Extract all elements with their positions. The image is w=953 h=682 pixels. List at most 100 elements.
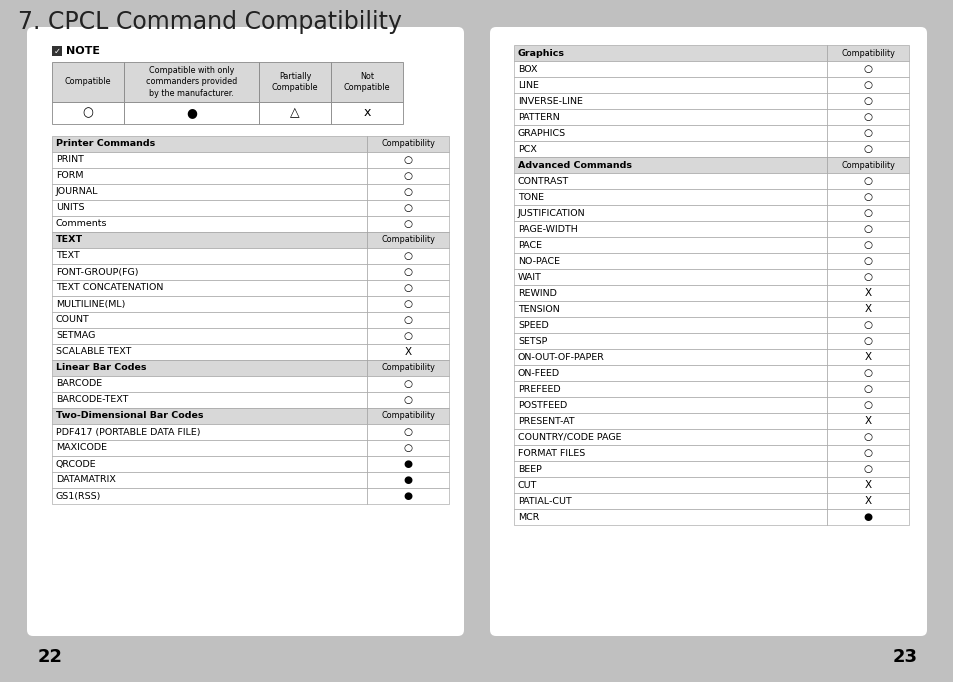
FancyBboxPatch shape	[514, 237, 826, 253]
FancyBboxPatch shape	[826, 45, 908, 61]
FancyBboxPatch shape	[52, 152, 367, 168]
Text: ○: ○	[862, 176, 872, 186]
Text: WAIT: WAIT	[517, 273, 541, 282]
Text: GS1(RSS): GS1(RSS)	[56, 492, 101, 501]
FancyBboxPatch shape	[826, 317, 908, 333]
Text: Compatibility: Compatibility	[841, 48, 894, 57]
FancyBboxPatch shape	[258, 102, 331, 124]
FancyBboxPatch shape	[514, 45, 826, 61]
FancyBboxPatch shape	[826, 413, 908, 429]
FancyBboxPatch shape	[826, 61, 908, 77]
Text: SPEED: SPEED	[517, 321, 548, 329]
Text: NOTE: NOTE	[66, 46, 100, 56]
Text: ○: ○	[862, 192, 872, 202]
FancyBboxPatch shape	[826, 461, 908, 477]
Text: ○: ○	[403, 379, 412, 389]
FancyBboxPatch shape	[826, 445, 908, 461]
Text: Comments: Comments	[56, 220, 108, 228]
FancyBboxPatch shape	[514, 349, 826, 365]
Text: Printer Commands: Printer Commands	[56, 140, 155, 149]
FancyBboxPatch shape	[124, 62, 258, 102]
FancyBboxPatch shape	[52, 296, 367, 312]
FancyBboxPatch shape	[52, 328, 367, 344]
Text: PATTERN: PATTERN	[517, 113, 559, 121]
Text: ○: ○	[862, 320, 872, 330]
FancyBboxPatch shape	[826, 349, 908, 365]
Text: NO-PACE: NO-PACE	[517, 256, 559, 265]
FancyBboxPatch shape	[367, 168, 449, 184]
Text: BARCODE: BARCODE	[56, 379, 102, 389]
FancyBboxPatch shape	[826, 173, 908, 189]
Text: MAXICODE: MAXICODE	[56, 443, 107, 452]
Text: X: X	[863, 496, 871, 506]
Text: ○: ○	[403, 443, 412, 453]
Text: PATIAL-CUT: PATIAL-CUT	[517, 496, 571, 505]
FancyBboxPatch shape	[52, 440, 367, 456]
Text: JOURNAL: JOURNAL	[56, 188, 98, 196]
Text: QRCODE: QRCODE	[56, 460, 96, 469]
FancyBboxPatch shape	[826, 109, 908, 125]
FancyBboxPatch shape	[367, 392, 449, 408]
FancyBboxPatch shape	[826, 381, 908, 397]
FancyBboxPatch shape	[52, 184, 367, 200]
FancyBboxPatch shape	[514, 301, 826, 317]
FancyBboxPatch shape	[367, 152, 449, 168]
Text: COUNT: COUNT	[56, 316, 90, 325]
FancyBboxPatch shape	[514, 365, 826, 381]
Text: ○: ○	[862, 400, 872, 410]
Text: CUT: CUT	[517, 481, 537, 490]
FancyBboxPatch shape	[514, 173, 826, 189]
FancyBboxPatch shape	[367, 280, 449, 296]
Text: ON-OUT-OF-PAPER: ON-OUT-OF-PAPER	[517, 353, 604, 361]
Text: BARCODE-TEXT: BARCODE-TEXT	[56, 396, 129, 404]
FancyBboxPatch shape	[52, 376, 367, 392]
Text: ○: ○	[862, 256, 872, 266]
FancyBboxPatch shape	[124, 102, 258, 124]
Text: FORM: FORM	[56, 171, 84, 181]
FancyBboxPatch shape	[514, 493, 826, 509]
Text: FORMAT FILES: FORMAT FILES	[517, 449, 584, 458]
Text: Linear Bar Codes: Linear Bar Codes	[56, 364, 147, 372]
FancyBboxPatch shape	[826, 77, 908, 93]
FancyBboxPatch shape	[52, 62, 124, 102]
FancyBboxPatch shape	[514, 269, 826, 285]
Text: ○: ○	[403, 331, 412, 341]
Text: PRINT: PRINT	[56, 155, 84, 164]
Text: PRESENT-AT: PRESENT-AT	[517, 417, 574, 426]
FancyBboxPatch shape	[514, 141, 826, 157]
FancyBboxPatch shape	[490, 27, 926, 636]
Text: FONT-GROUP(FG): FONT-GROUP(FG)	[56, 267, 138, 276]
Text: ○: ○	[403, 299, 412, 309]
FancyBboxPatch shape	[514, 397, 826, 413]
FancyBboxPatch shape	[514, 93, 826, 109]
Text: SCALABLE TEXT: SCALABLE TEXT	[56, 348, 132, 357]
Text: Compatibility: Compatibility	[380, 411, 435, 421]
FancyBboxPatch shape	[52, 312, 367, 328]
FancyBboxPatch shape	[331, 62, 402, 102]
FancyBboxPatch shape	[826, 93, 908, 109]
Text: ○: ○	[862, 64, 872, 74]
FancyBboxPatch shape	[52, 472, 367, 488]
Text: ○: ○	[83, 106, 93, 119]
Text: UNITS: UNITS	[56, 203, 85, 213]
FancyBboxPatch shape	[826, 509, 908, 525]
Text: ○: ○	[403, 267, 412, 277]
Text: PACE: PACE	[517, 241, 541, 250]
FancyBboxPatch shape	[367, 296, 449, 312]
Text: ○: ○	[403, 427, 412, 437]
Text: TEXT: TEXT	[56, 235, 83, 245]
FancyBboxPatch shape	[52, 344, 367, 360]
Text: Advanced Commands: Advanced Commands	[517, 160, 631, 170]
FancyBboxPatch shape	[514, 445, 826, 461]
FancyBboxPatch shape	[514, 333, 826, 349]
Text: LINE: LINE	[517, 80, 538, 89]
FancyBboxPatch shape	[367, 200, 449, 216]
FancyBboxPatch shape	[52, 392, 367, 408]
FancyBboxPatch shape	[367, 488, 449, 504]
FancyBboxPatch shape	[52, 232, 367, 248]
Text: ○: ○	[403, 251, 412, 261]
Text: ○: ○	[862, 272, 872, 282]
FancyBboxPatch shape	[826, 429, 908, 445]
Text: ○: ○	[862, 464, 872, 474]
FancyBboxPatch shape	[367, 136, 449, 152]
